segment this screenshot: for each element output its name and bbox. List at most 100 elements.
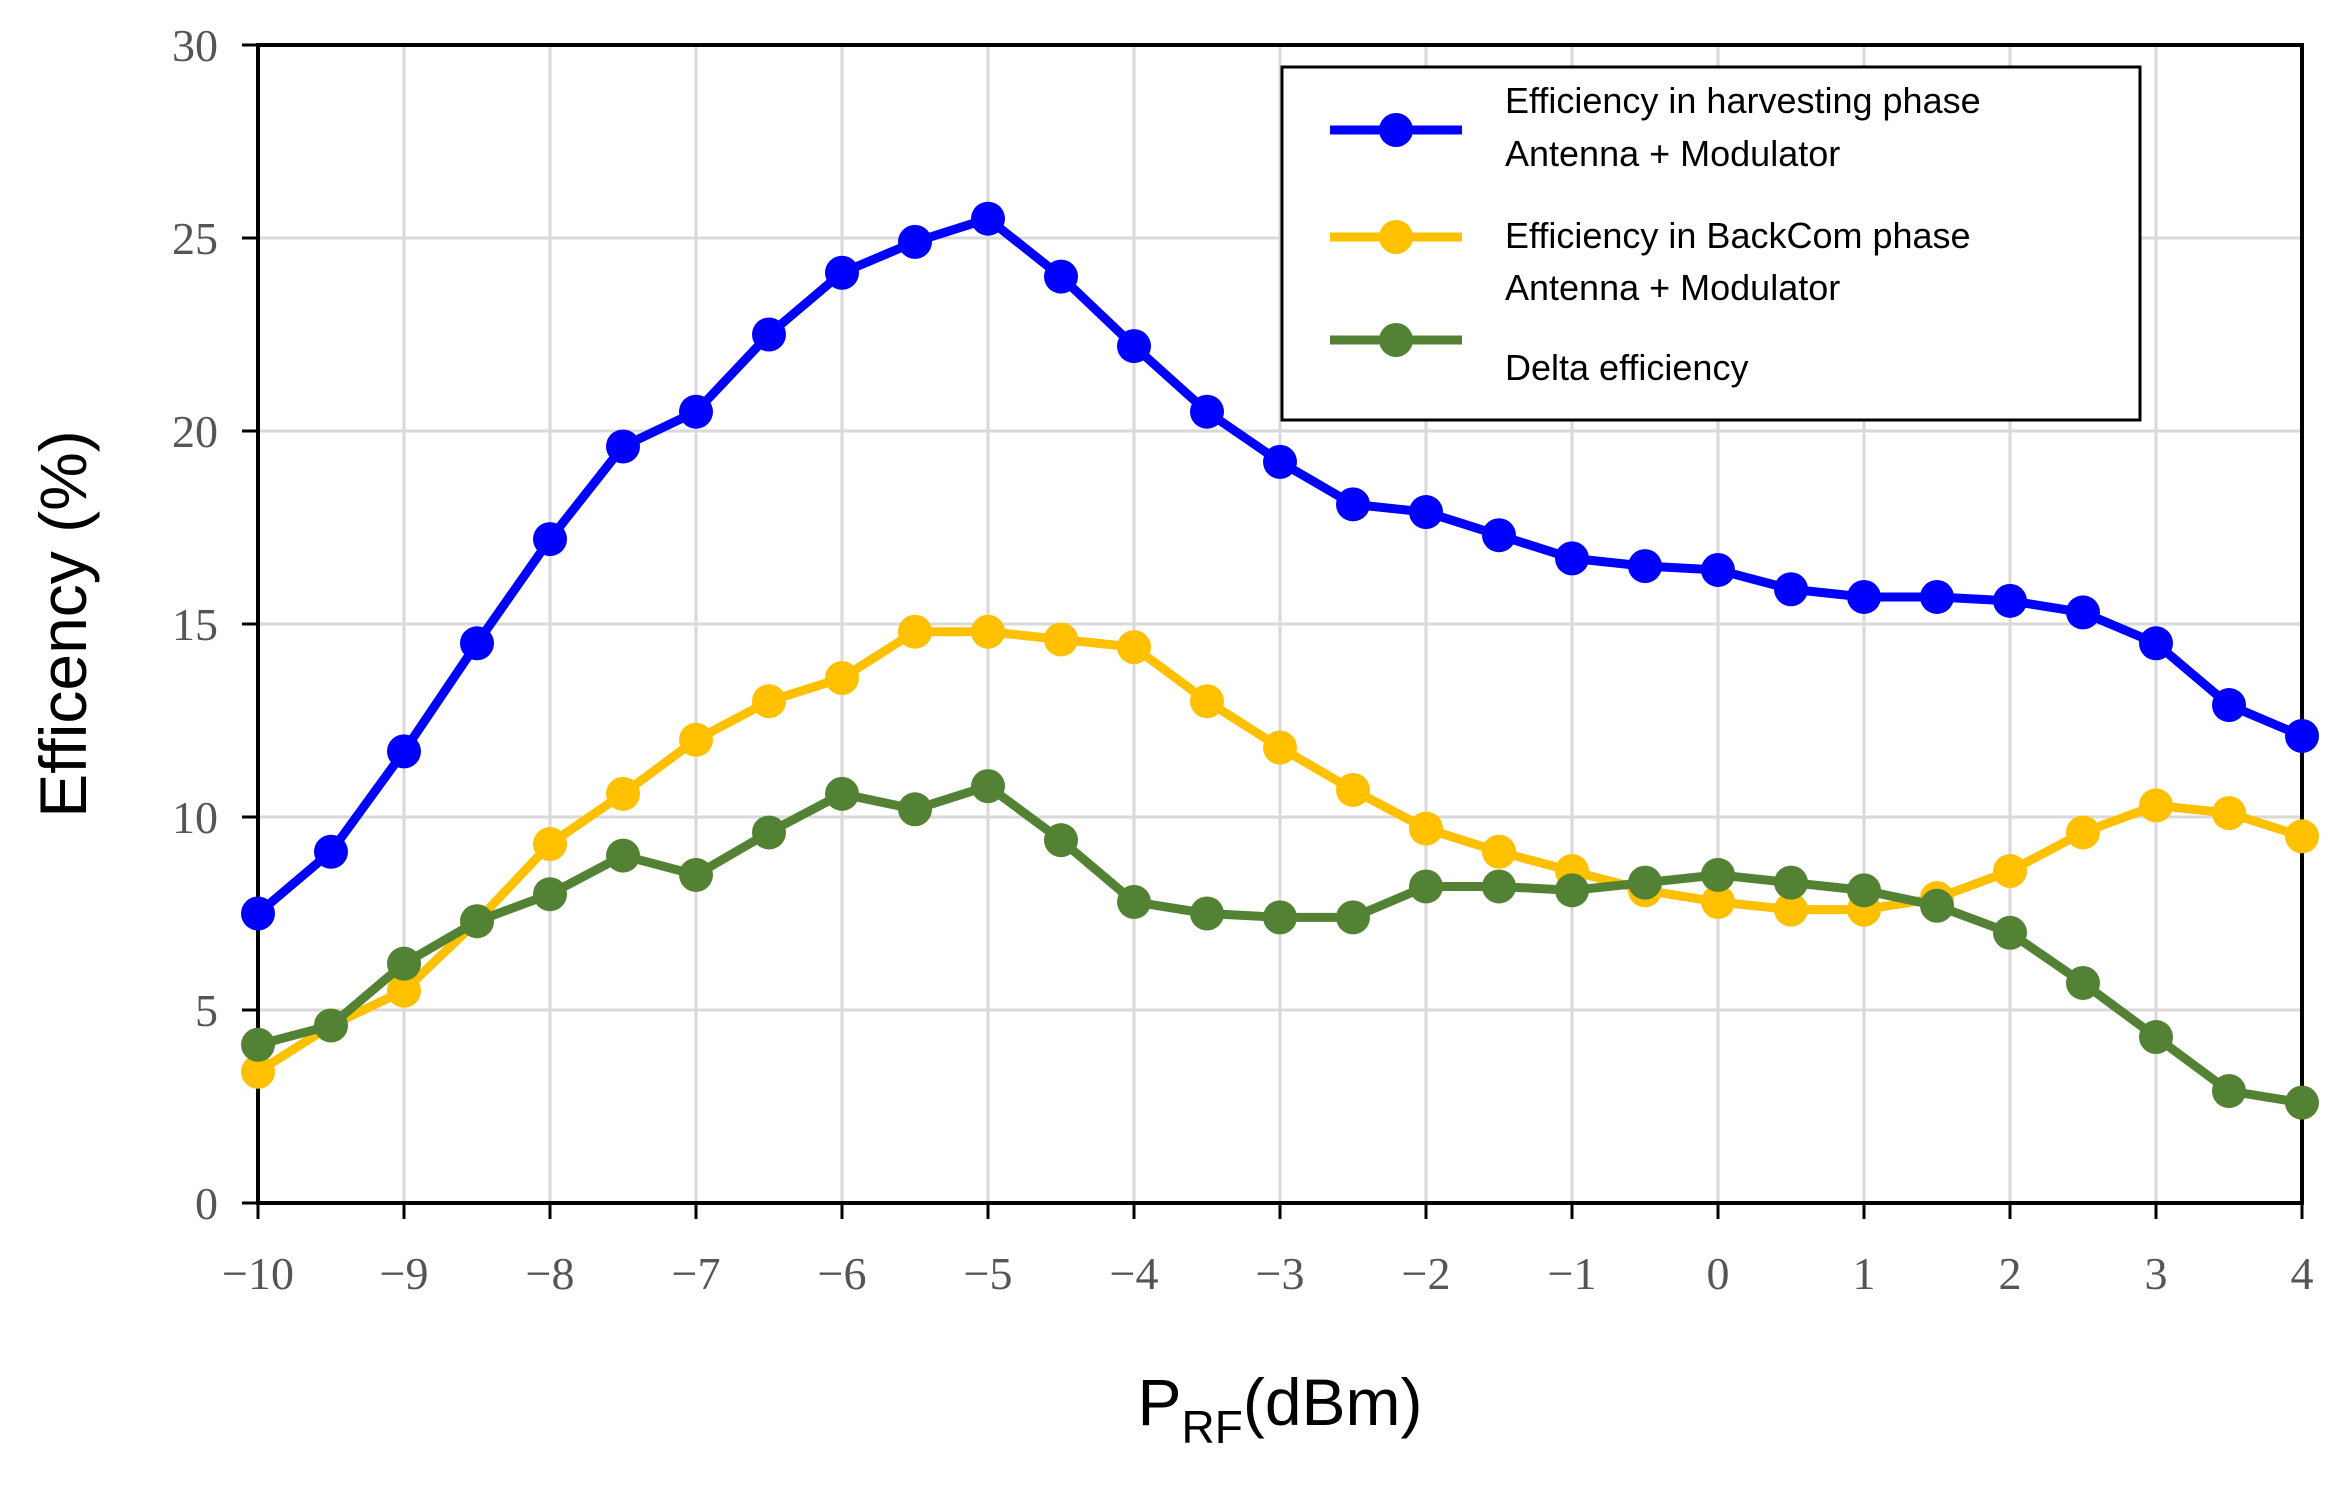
data-point xyxy=(533,877,567,912)
data-point xyxy=(241,896,275,931)
data-point xyxy=(1190,394,1224,429)
y-tick-label: 10 xyxy=(172,792,218,843)
x-tick-label: 1 xyxy=(1853,1248,1876,1299)
data-point xyxy=(825,776,859,811)
data-point xyxy=(533,827,567,862)
data-point xyxy=(898,614,932,649)
x-tick-label: 0 xyxy=(1707,1248,1730,1299)
data-point xyxy=(1628,865,1662,900)
legend-entry-2: Efficiency in BackCom phase Antenna + Mod… xyxy=(1330,215,1971,308)
legend-label: Efficiency in harvesting phase xyxy=(1505,80,1981,121)
data-point xyxy=(752,317,786,352)
data-point xyxy=(2066,595,2100,630)
x-tick-label: −4 xyxy=(1110,1248,1159,1299)
legend-swatch-marker xyxy=(1379,220,1413,254)
x-tick-label: 3 xyxy=(2145,1248,2168,1299)
data-point xyxy=(1701,884,1735,919)
y-tick-label: 15 xyxy=(172,599,218,650)
x-tick-label: −8 xyxy=(526,1248,575,1299)
data-point xyxy=(1701,857,1735,892)
data-point xyxy=(460,626,494,661)
data-point xyxy=(1044,259,1078,294)
series-1 xyxy=(241,201,2319,931)
data-point xyxy=(1117,630,1151,665)
x-tick-label: −5 xyxy=(964,1248,1013,1299)
x-tick-label: 2 xyxy=(1999,1248,2022,1299)
data-point xyxy=(1263,900,1297,935)
legend-label: Efficiency in BackCom phase xyxy=(1505,215,1971,256)
data-point xyxy=(2139,626,2173,661)
data-point xyxy=(679,722,713,757)
data-point xyxy=(1044,823,1078,858)
data-point xyxy=(241,1054,275,1089)
data-point xyxy=(2212,688,2246,723)
legend: Efficiency in harvesting phase Antenna + … xyxy=(1280,65,2142,422)
legend-label-line2: Antenna + Modulator xyxy=(1505,133,1840,174)
y-axis-title: Efficency (%) xyxy=(26,430,100,818)
data-point xyxy=(1920,888,1954,923)
x-tick-label: −1 xyxy=(1548,1248,1597,1299)
data-point xyxy=(1190,896,1224,931)
y-tick-label: 20 xyxy=(172,406,218,457)
data-point xyxy=(1117,884,1151,919)
data-point xyxy=(1774,572,1808,607)
data-point xyxy=(2285,819,2319,854)
data-point xyxy=(2212,1074,2246,1109)
data-point xyxy=(241,1027,275,1062)
data-point xyxy=(1993,583,2027,618)
legend-label-line2: Antenna + Modulator xyxy=(1505,267,1840,308)
data-point xyxy=(2285,718,2319,753)
data-point xyxy=(1263,444,1297,479)
data-point xyxy=(1847,579,1881,614)
data-point xyxy=(1993,915,2027,950)
data-point xyxy=(1774,892,1808,927)
data-point xyxy=(1409,811,1443,846)
data-point xyxy=(387,973,421,1008)
data-point xyxy=(1774,865,1808,900)
data-point xyxy=(314,834,348,869)
data-point xyxy=(971,614,1005,649)
data-point xyxy=(971,201,1005,236)
y-tick-label: 30 xyxy=(172,20,218,71)
data-point xyxy=(1409,495,1443,530)
data-point xyxy=(1336,487,1370,522)
x-tick-label: 4 xyxy=(2291,1248,2314,1299)
x-axis-title-unit: (dBm) xyxy=(1243,1365,1423,1439)
x-tick-label: −6 xyxy=(818,1248,867,1299)
data-point xyxy=(606,429,640,464)
data-point xyxy=(1263,730,1297,765)
data-point xyxy=(825,661,859,696)
x-tick-label: −10 xyxy=(222,1248,294,1299)
data-point xyxy=(2066,815,2100,850)
data-point xyxy=(1044,622,1078,657)
data-point xyxy=(1847,873,1881,908)
data-point xyxy=(1409,869,1443,904)
y-tick-label: 25 xyxy=(172,213,218,264)
data-point xyxy=(1701,552,1735,587)
data-point xyxy=(679,857,713,892)
data-point xyxy=(1628,549,1662,584)
x-axis-title-main: P xyxy=(1137,1365,1181,1439)
x-axis-title-subscript: RF xyxy=(1182,1401,1243,1453)
data-point xyxy=(533,522,567,557)
x-tick-label: −3 xyxy=(1256,1248,1305,1299)
data-point xyxy=(752,815,786,850)
legend-entry-1: Efficiency in harvesting phase Antenna + … xyxy=(1330,80,1981,174)
data-point xyxy=(1117,329,1151,364)
series-layer xyxy=(241,201,2319,1120)
data-point xyxy=(1190,684,1224,719)
data-point xyxy=(1555,541,1589,576)
legend-swatch-marker xyxy=(1379,113,1413,147)
x-tick-label: −7 xyxy=(672,1248,721,1299)
data-point xyxy=(460,904,494,939)
data-point xyxy=(898,224,932,259)
data-point xyxy=(2212,796,2246,831)
data-point xyxy=(2139,1020,2173,1055)
x-tick-label: −2 xyxy=(1402,1248,1451,1299)
data-point xyxy=(606,776,640,811)
data-point xyxy=(1482,518,1516,553)
x-tick-label: −9 xyxy=(380,1248,429,1299)
